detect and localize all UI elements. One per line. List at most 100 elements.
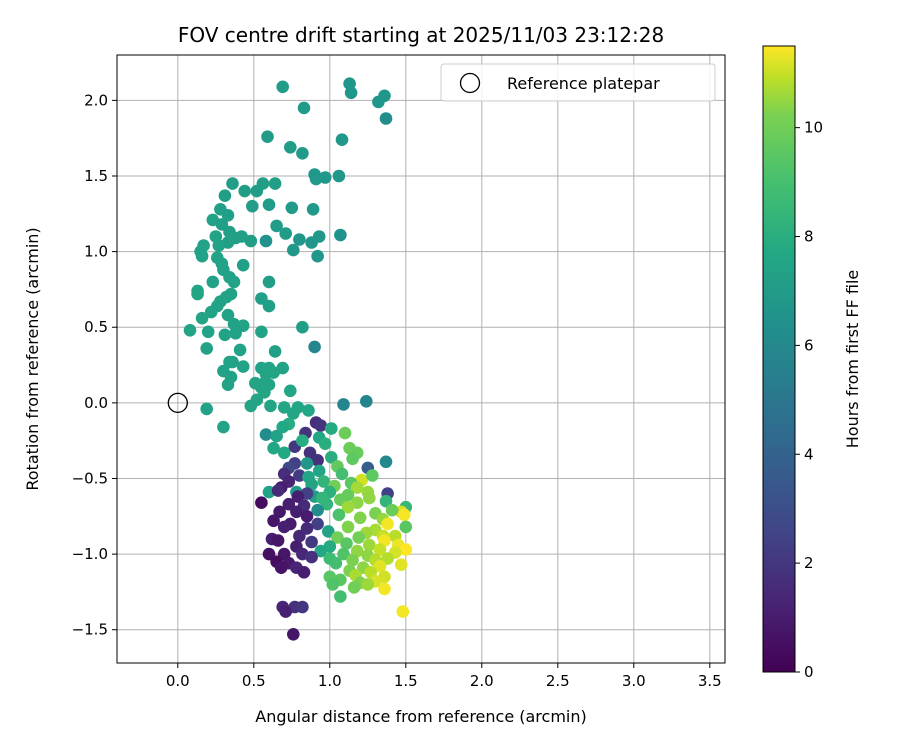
- data-point: [363, 491, 376, 505]
- data-point: [277, 520, 291, 534]
- data-point: [206, 275, 220, 289]
- data-point: [259, 234, 273, 248]
- data-point: [287, 243, 300, 257]
- data-point: [223, 355, 236, 369]
- x-tick-label: 2.5: [546, 672, 570, 690]
- plot-frame: [116, 54, 726, 664]
- data-point: [226, 177, 239, 190]
- y-tick-label: −1.0: [72, 545, 108, 563]
- data-point: [373, 559, 387, 573]
- data-point: [302, 404, 315, 417]
- colorbar-tick-label: 2: [804, 554, 814, 572]
- colorbar-tick-label: 6: [804, 336, 814, 354]
- data-point: [250, 184, 264, 198]
- data-point: [317, 475, 331, 488]
- data-point: [329, 556, 343, 570]
- data-point: [290, 505, 303, 519]
- data-point: [236, 258, 250, 272]
- y-tick-label: 0.0: [84, 394, 108, 412]
- data-point: [293, 529, 306, 543]
- data-point: [381, 517, 394, 531]
- data-point: [244, 234, 258, 248]
- colorbar-tick-label: 4: [804, 445, 814, 463]
- data-point: [296, 147, 309, 160]
- data-point: [244, 399, 258, 413]
- data-point: [325, 422, 338, 435]
- x-tick-label: 0.5: [242, 672, 266, 690]
- data-point: [314, 419, 328, 432]
- data-point: [366, 469, 379, 482]
- y-tick-label: −1.5: [72, 621, 108, 639]
- data-point: [322, 525, 335, 538]
- data-point: [183, 324, 197, 337]
- data-point: [270, 429, 283, 443]
- x-tick-label: 3.0: [622, 672, 646, 690]
- data-point: [291, 490, 305, 503]
- data-point: [279, 605, 293, 618]
- data-point: [267, 441, 280, 455]
- y-tick-label: 1.5: [84, 167, 108, 185]
- data-point: [287, 407, 300, 420]
- data-point: [372, 95, 385, 109]
- data-point: [255, 496, 268, 510]
- data-point: [217, 420, 230, 434]
- data-point: [318, 171, 332, 184]
- data-point: [195, 311, 209, 325]
- data-point: [246, 199, 259, 213]
- data-point: [264, 399, 277, 413]
- chart-title: FOV centre drift starting at 2025/11/03 …: [178, 23, 664, 47]
- data-point: [305, 535, 318, 549]
- y-tick-label: 0.5: [84, 318, 108, 336]
- data-point: [261, 130, 274, 143]
- data-point: [311, 249, 324, 263]
- data-point: [337, 547, 350, 561]
- reference-point: [167, 392, 188, 414]
- data-point: [360, 395, 373, 408]
- data-point: [238, 184, 251, 198]
- data-point: [293, 233, 306, 246]
- data-point: [270, 219, 283, 233]
- y-tick-label: −0.5: [72, 469, 108, 487]
- x-tick-label: 3.5: [698, 672, 722, 690]
- data-point: [229, 327, 242, 340]
- data-point: [259, 428, 273, 441]
- data-point: [311, 503, 324, 517]
- colorbar-tick-label: 0: [804, 663, 814, 681]
- data-point: [335, 133, 349, 146]
- data-point: [350, 481, 364, 494]
- data-point: [284, 141, 297, 154]
- data-point: [398, 508, 411, 522]
- data-point: [195, 249, 209, 263]
- x-tick-label: 0.0: [166, 672, 190, 690]
- data-point: [320, 497, 334, 511]
- data-point: [271, 484, 285, 497]
- data-point: [201, 325, 215, 339]
- data-point: [379, 112, 393, 125]
- data-point: [335, 467, 349, 481]
- data-point: [262, 299, 276, 313]
- data-point: [279, 227, 293, 240]
- data-point: [334, 590, 347, 603]
- legend-box: [440, 63, 716, 102]
- data-point: [212, 239, 226, 252]
- data-point: [344, 86, 358, 100]
- data-point: [267, 366, 280, 379]
- data-point: [274, 561, 288, 574]
- data-point: [340, 537, 353, 550]
- data-point: [363, 538, 376, 552]
- reference-marker: [167, 392, 188, 414]
- x-tick-label: 2.0: [470, 672, 494, 690]
- data-point: [285, 201, 299, 215]
- data-point: [305, 236, 318, 249]
- data-point: [297, 566, 311, 579]
- data-point: [399, 543, 413, 556]
- data-point: [277, 446, 291, 460]
- data-point: [268, 177, 282, 190]
- data-point: [262, 275, 276, 289]
- data-point: [271, 534, 285, 547]
- colorbar-label: Hours from first FF file: [843, 270, 862, 449]
- data-point: [300, 457, 314, 470]
- data-point: [337, 398, 350, 411]
- data-point: [341, 520, 355, 534]
- data-point: [296, 434, 309, 448]
